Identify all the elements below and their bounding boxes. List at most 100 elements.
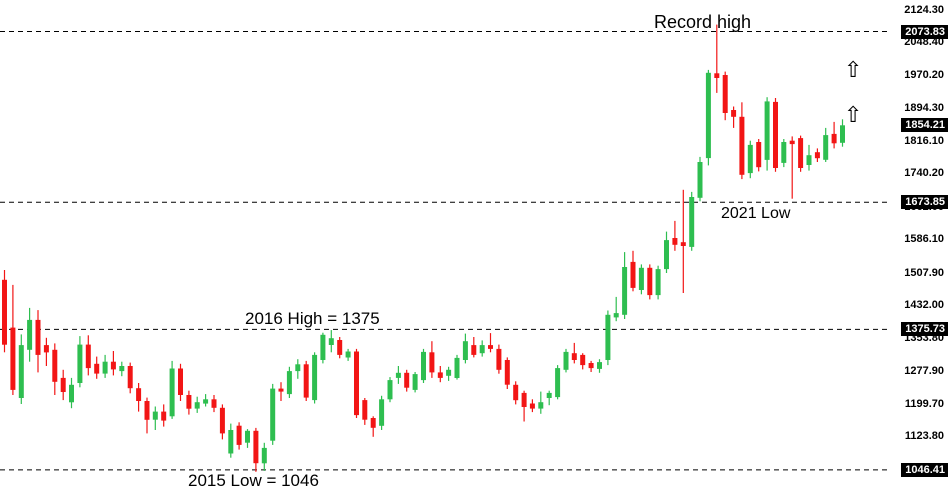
- candle-body: [571, 353, 577, 360]
- candle-body: [379, 399, 385, 426]
- candle-body: [722, 75, 728, 113]
- current-price-box: 1854.21: [901, 118, 948, 133]
- annotation-record-high: Record high: [654, 12, 752, 32]
- annotation-2016-high: 2016 High = 1375: [245, 309, 380, 328]
- candle-body: [705, 72, 711, 159]
- candle-body: [228, 430, 234, 454]
- y-axis-tick-label: 2124.30: [904, 3, 944, 16]
- y-axis-tick-label: 1586.10: [904, 233, 944, 246]
- candle-body: [320, 334, 326, 360]
- candle-body: [169, 368, 175, 417]
- candle-body: [345, 351, 351, 358]
- candle-body: [647, 267, 653, 296]
- candle-body: [178, 368, 183, 395]
- candle-body: [337, 340, 343, 355]
- candle-body: [521, 392, 527, 407]
- candle-body: [203, 399, 209, 404]
- y-axis-tick-label: 1123.80: [904, 430, 944, 443]
- candle-body: [789, 140, 795, 145]
- y-axis-tick-label: 2048.40: [904, 35, 944, 48]
- candle-body: [186, 395, 192, 409]
- candle-body: [295, 364, 301, 372]
- candle-body: [756, 142, 762, 168]
- y-axis-tick-label: 1507.90: [904, 266, 944, 279]
- annotation-2015-low: 2015 Low = 1046: [188, 471, 319, 490]
- candle-body: [798, 138, 804, 168]
- candle-body: [245, 430, 250, 443]
- y-axis-tick-label: 1894.30: [904, 101, 944, 114]
- candle-body: [404, 372, 410, 388]
- candle-body: [77, 344, 83, 383]
- candle-body: [454, 357, 460, 378]
- candle-body: [446, 369, 452, 376]
- candle-body: [840, 125, 845, 143]
- y-axis-tick-label: 1970.20: [904, 69, 944, 82]
- candle-body: [110, 361, 116, 370]
- candle-body: [270, 388, 276, 441]
- candle-body: [664, 240, 669, 270]
- candle-body: [831, 133, 837, 144]
- candle-body: [211, 399, 217, 408]
- candle-body: [27, 319, 33, 350]
- candle-body: [119, 366, 125, 372]
- candle-body: [152, 411, 158, 420]
- candle-body: [471, 345, 477, 355]
- candle-body: [580, 354, 586, 366]
- candle-body: [69, 384, 74, 403]
- candle-body: [127, 366, 133, 389]
- candle-body: [488, 345, 493, 349]
- candle-body: [462, 341, 468, 360]
- candle-body: [362, 400, 368, 420]
- candle-body: [563, 351, 569, 370]
- candle-body: [136, 388, 142, 401]
- y-axis-tick-label: 1432.00: [904, 298, 944, 311]
- candle-body: [253, 430, 259, 464]
- y-axis-tick-label: 1816.10: [904, 135, 944, 147]
- candle-body: [747, 144, 753, 174]
- candle-body: [823, 135, 829, 160]
- candle-body: [437, 372, 443, 378]
- candle-body: [672, 238, 678, 245]
- level-price-box: 1046.41: [901, 462, 948, 477]
- candle-body: [261, 447, 267, 464]
- candle-body: [781, 142, 787, 163]
- y-axis-tick-label: 1740.20: [904, 167, 944, 180]
- candle-body: [102, 361, 108, 374]
- candle-body: [395, 372, 401, 378]
- candle-body: [622, 267, 628, 315]
- candle-body: [638, 267, 644, 290]
- up-arrow-icon: ⇧: [844, 58, 863, 83]
- candle-body: [10, 327, 16, 390]
- candle-body: [370, 418, 376, 428]
- y-axis-tick-label: 1199.70: [904, 398, 944, 410]
- candle-body: [597, 362, 602, 369]
- level-price-box: 1375.73: [901, 322, 948, 337]
- candle-body: [814, 152, 820, 159]
- y-axis-tick-label: 1277.90: [904, 364, 944, 377]
- candle-body: [546, 392, 552, 398]
- candle-body: [714, 73, 720, 78]
- level-price-box: 2073.83: [901, 24, 948, 39]
- candle-body: [605, 314, 611, 360]
- candle-body: [689, 197, 695, 247]
- candle-body: [697, 162, 703, 198]
- candle-body: [806, 155, 812, 165]
- candle-body: [496, 348, 502, 370]
- candle-body: [144, 401, 150, 420]
- candle-body: [421, 351, 426, 381]
- candle-body: [52, 349, 58, 382]
- candle-body: [303, 364, 309, 398]
- level-price-box: 1673.85: [901, 195, 948, 210]
- candle-body: [35, 319, 41, 355]
- candle-body: [739, 116, 745, 175]
- candle-body: [236, 425, 242, 445]
- candle-body: [764, 101, 770, 160]
- candle-body: [194, 402, 200, 409]
- candle-body: [479, 345, 485, 354]
- candle-body: [655, 269, 661, 296]
- candle-body: [354, 351, 359, 416]
- candle-body: [429, 352, 435, 373]
- annotation-2021-low: 2021 Low: [721, 205, 791, 222]
